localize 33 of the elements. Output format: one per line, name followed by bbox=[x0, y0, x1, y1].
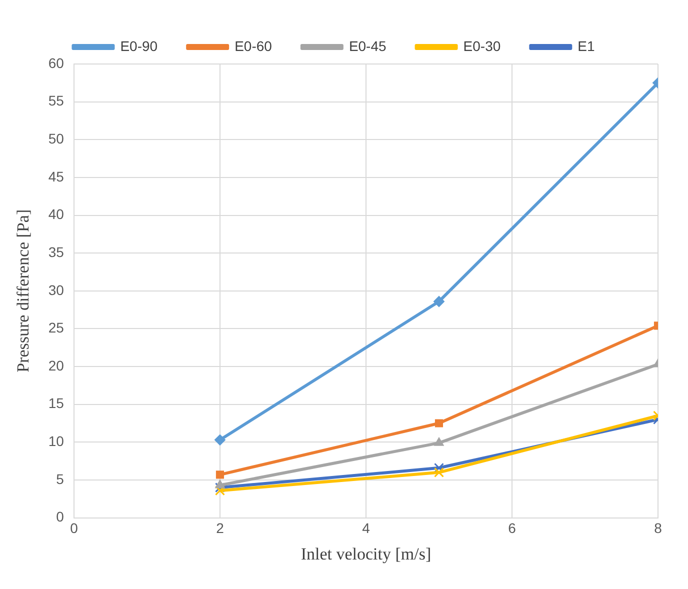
y-tick-label: 50 bbox=[48, 130, 64, 146]
legend-label: E0-60 bbox=[234, 38, 272, 54]
point bbox=[214, 486, 225, 496]
x-axis-title: Inlet velocity [m/s] bbox=[300, 544, 432, 564]
point bbox=[216, 470, 224, 479]
y-tick-label: 25 bbox=[48, 320, 64, 336]
legend-label: E0-45 bbox=[348, 38, 387, 54]
point bbox=[434, 419, 444, 428]
y-tick-label: 55 bbox=[48, 92, 64, 109]
x-tick-label: 4 bbox=[362, 520, 370, 536]
y-tick-label: 20 bbox=[48, 357, 64, 374]
x-tick-label: 2 bbox=[216, 520, 224, 536]
legend-label: E0-90 bbox=[120, 38, 158, 54]
y-tick-label: 30 bbox=[48, 282, 64, 298]
y-tick-label: 5 bbox=[56, 470, 64, 487]
point bbox=[434, 467, 444, 478]
y-tick-label: 45 bbox=[48, 168, 64, 184]
x-tick-label: 8 bbox=[654, 520, 662, 536]
x-tick-label: 6 bbox=[508, 520, 516, 536]
y-tick-label: 40 bbox=[48, 206, 64, 222]
point bbox=[433, 296, 444, 307]
point bbox=[214, 434, 226, 446]
point bbox=[434, 437, 444, 446]
point bbox=[215, 480, 225, 488]
legend-label: E1 bbox=[578, 38, 595, 54]
y-tick-label: 35 bbox=[48, 244, 64, 260]
y-tick-label: 10 bbox=[48, 433, 64, 450]
x-tick-label: 0 bbox=[70, 520, 78, 536]
y-tick-label: 60 bbox=[48, 54, 64, 71]
legend-label: E0-30 bbox=[463, 38, 501, 54]
y-tick-label: 0 bbox=[56, 508, 64, 525]
y-tick-label: 15 bbox=[48, 395, 64, 412]
y-axis-title: Pressure difference [Pa] bbox=[14, 209, 33, 372]
